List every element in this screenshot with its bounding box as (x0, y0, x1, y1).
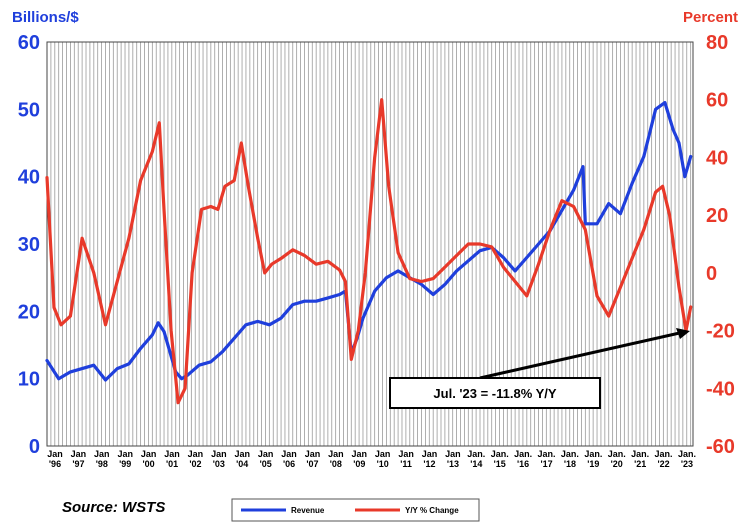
x-tick-label-month: Jan (47, 449, 63, 459)
x-tick-label-month: Jan (305, 449, 321, 459)
right-axis-title: Percent (683, 9, 738, 26)
x-tick-label-year: '16 (517, 459, 529, 469)
series-lines (45, 98, 693, 405)
left-tick-label: 20 (18, 301, 40, 323)
x-tick-label-month: Jan (352, 449, 368, 459)
x-tick-label-year: '96 (49, 459, 61, 469)
x-tick-label-month: Jan (258, 449, 274, 459)
left-tick-label: 10 (18, 369, 40, 391)
legend-label-yoy: Y/Y % Change (405, 506, 459, 515)
series-line-yoy-change (45, 98, 693, 405)
x-tick-label-year: '22 (657, 459, 669, 469)
x-tick-label-year: '04 (236, 459, 248, 469)
x-tick-label-year: '11 (400, 459, 412, 469)
x-tick-label-year: '98 (96, 459, 108, 469)
x-tick-label-month: Jan (71, 449, 87, 459)
right-tick-label: 60 (706, 90, 728, 112)
x-tick-label-month: Jan (141, 449, 157, 459)
x-tick-label-year: '12 (423, 459, 435, 469)
x-tick-label-year: '19 (587, 459, 599, 469)
left-tick-label: 60 (18, 32, 40, 54)
x-tick-label-year: '03 (213, 459, 225, 469)
series-line-revenue (45, 100, 693, 382)
left-tick-label: 30 (18, 234, 40, 256)
x-tick-label-year: '14 (470, 459, 482, 469)
x-tick-label-year: '09 (353, 459, 365, 469)
x-tick-label-year: '97 (72, 459, 84, 469)
right-y-ticks: -60 -40 -20 0 20 40 60 80 (706, 32, 735, 458)
right-tick-label: -60 (706, 436, 735, 458)
x-tick-label-month: Jan (281, 449, 297, 459)
legend-label-revenue: Revenue (291, 506, 325, 515)
x-tick-label-month: Jan (398, 449, 414, 459)
right-tick-label: -40 (706, 378, 735, 400)
right-tick-label: -20 (706, 321, 735, 343)
x-tick-label-month: Jan (188, 449, 204, 459)
x-tick-label-month: Jan. (514, 449, 532, 459)
left-tick-label: 40 (18, 167, 40, 189)
x-tick-label-year: '17 (540, 459, 552, 469)
x-tick-label-month: Jan (422, 449, 438, 459)
x-tick-label-month: Jan. (678, 449, 696, 459)
x-tick-label-month: Jan. (631, 449, 649, 459)
left-y-ticks: 0 10 20 30 40 50 60 (18, 32, 40, 458)
x-tick-label-month: Jan. (655, 449, 673, 459)
source-note: Source: WSTS (62, 499, 165, 516)
x-tick-label-month: Jan. (467, 449, 485, 459)
x-tick-label-month: Jan (328, 449, 344, 459)
x-tick-label-year: '20 (611, 459, 623, 469)
x-tick-label-year: '18 (564, 459, 576, 469)
x-tick-label-month: Jan (94, 449, 110, 459)
x-tick-label-month: Jan. (538, 449, 556, 459)
annotation-arrow-line (479, 330, 685, 380)
x-tick-label-year: '21 (634, 459, 646, 469)
x-tick-label-year: '06 (283, 459, 295, 469)
plot-frame (46, 41, 694, 447)
x-tick-label-month: Jan. (608, 449, 626, 459)
x-tick-label-year: '13 (447, 459, 459, 469)
annotation-box (389, 377, 601, 409)
x-tick-label-year: '15 (494, 459, 506, 469)
x-tick-label-year: '05 (260, 459, 272, 469)
right-tick-label: 40 (706, 147, 728, 169)
left-tick-label: 50 (18, 99, 40, 121)
x-tick-label-month: Jan (445, 449, 461, 459)
annotation-arrowhead (676, 328, 690, 339)
annotation-text: Jul. '23 = -11.8% Y/Y (433, 386, 557, 401)
x-tick-label-year: '02 (189, 459, 201, 469)
x-tick-label-month: Jan (234, 449, 250, 459)
x-tick-label-year: '10 (377, 459, 389, 469)
x-tick-label-year: '07 (306, 459, 318, 469)
x-tick-label-year: '99 (119, 459, 131, 469)
x-tick-label-month: Jan (164, 449, 180, 459)
left-tick-label: 0 (29, 436, 40, 458)
x-tick-label-month: Jan. (561, 449, 579, 459)
x-tick-label-month: Jan (375, 449, 391, 459)
x-tick-label-year: '01 (166, 459, 178, 469)
x-tick-label-month: Jan. (491, 449, 509, 459)
x-tick-label-month: Jan (211, 449, 227, 459)
x-tick-label-month: Jan. (584, 449, 602, 459)
x-tick-label-month: Jan (117, 449, 133, 459)
right-tick-label: 0 (706, 263, 717, 285)
right-tick-label: 20 (706, 205, 728, 227)
x-tick-label-year: '23 (681, 459, 693, 469)
right-tick-label: 80 (706, 32, 728, 54)
left-axis-title: Billions/$ (12, 9, 79, 26)
x-tick-label-year: '00 (143, 459, 155, 469)
x-ticks: Jan'96Jan'97Jan'98Jan'99Jan'00Jan'01Jan'… (47, 449, 696, 469)
x-tick-label-year: '08 (330, 459, 342, 469)
